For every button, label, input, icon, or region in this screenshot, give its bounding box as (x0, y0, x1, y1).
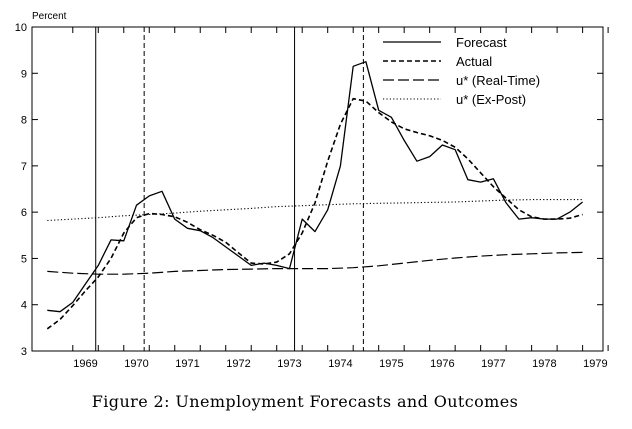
x-tick-label: 1977 (481, 358, 505, 370)
x-tick-label: 1971 (175, 358, 199, 370)
legend-label: Actual (456, 54, 492, 69)
x-tick-label: 1973 (277, 358, 301, 370)
y-tick-label: 3 (21, 346, 27, 358)
y-tick-label: 4 (21, 300, 27, 312)
y-axis-unit-label: Percent (32, 11, 67, 22)
series-line-actual (46, 97, 583, 330)
x-tick-label: 1978 (532, 358, 556, 370)
plot-frame (31, 26, 604, 352)
legend: Forecast Actual u* (Real-Time) u* (Ex-Post) (383, 35, 540, 107)
axis-ticks-layer: 3 4 5 6 7 8 9 10 1969 1970 1971 1972 1973 1974 1975 197… (15, 22, 609, 370)
series-line-forecast (47, 61, 584, 313)
x-tick-label: 1979 (583, 358, 607, 370)
legend-label: Forecast (456, 35, 507, 50)
series-line-u-ex-post (47, 199, 583, 222)
x-tick-label: 1972 (226, 358, 250, 370)
x-tick-label: 1969 (73, 358, 97, 370)
x-tick-label: 1970 (124, 358, 148, 370)
reference-lines-layer (95, 27, 364, 351)
y-tick-label: 5 (21, 253, 27, 265)
y-tick-label: 7 (21, 161, 27, 173)
y-tick-label: 8 (21, 115, 27, 127)
series-layer (46, 61, 584, 330)
series-line-u-real-time (47, 251, 583, 275)
y-tick-label: 6 (21, 207, 27, 219)
x-tick-label: 1975 (379, 358, 403, 370)
legend-label: u* (Ex-Post) (456, 92, 526, 107)
y-tick-label: 10 (15, 22, 27, 34)
x-tick-label: 1974 (328, 358, 352, 370)
y-tick-label: 9 (21, 68, 27, 80)
x-tick-label: 1976 (430, 358, 454, 370)
legend-label: u* (Real-Time) (456, 73, 540, 88)
figure-caption: Figure 2: Unemployment Forecasts and Out… (91, 392, 519, 411)
